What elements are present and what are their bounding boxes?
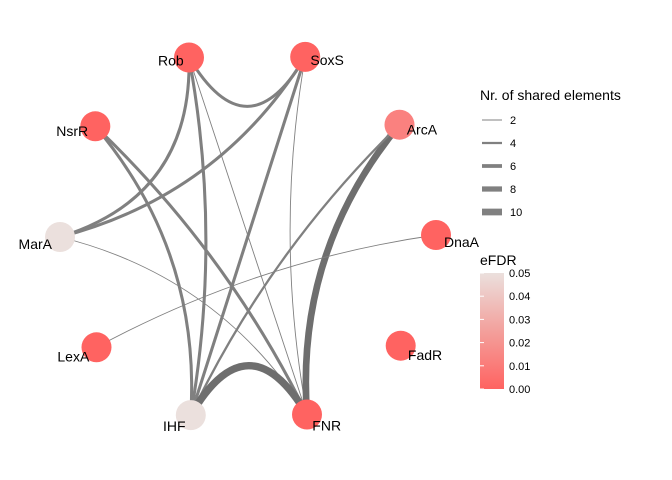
width-legend-label-8: 8 (510, 184, 516, 196)
color-tick-label: 0.03 (509, 314, 530, 326)
edge-arca-ihf (189, 123, 401, 417)
node-label-ihf: IHF (163, 418, 186, 434)
width-legend-title: Nr. of shared elements (480, 87, 621, 103)
node-fnr (292, 399, 322, 430)
node-label-soxs: SoxS (310, 52, 343, 68)
node-lexa (81, 332, 112, 363)
node-label-dnaa: DnaA (444, 234, 480, 250)
width-legend-label-10: 10 (510, 207, 522, 219)
edge-arca-fnr (302, 121, 403, 418)
node-label-arca: ArcA (407, 121, 438, 137)
node-label-nsrr: NsrR (56, 123, 88, 139)
edge-fnr-ihf (187, 361, 311, 419)
color-tick-label: 0.00 (509, 384, 530, 396)
color-tick-label: 0.04 (509, 291, 530, 303)
color-legend-title: eFDR (480, 252, 517, 268)
width-legend-items: 2 4 6 8 10 (482, 115, 522, 219)
width-legend-label-6: 6 (510, 161, 516, 173)
edge-nsrr-fnr (93, 124, 309, 417)
nodes-layer (45, 41, 451, 431)
node-label-fadr: FadR (408, 347, 442, 363)
node-nsrr (80, 111, 111, 142)
node-soxs (290, 41, 321, 72)
edge-soxs-fnr (289, 56, 308, 415)
node-label-rob: Rob (158, 53, 184, 69)
edge-mara-fnr (59, 236, 308, 415)
node-label-lexa: LexA (57, 349, 90, 365)
edges-layer (58, 55, 437, 419)
node-dnaa (421, 220, 451, 250)
node-label-mara: MarA (19, 236, 53, 252)
efdr-colorbar (480, 273, 504, 389)
width-legend-label-2: 2 (510, 115, 516, 127)
edge-rob-fnr (188, 57, 308, 415)
node-arca (384, 109, 415, 140)
node-ihf (175, 400, 206, 431)
color-legend-ticks: 0.05 0.04 0.03 0.02 0.01 0.00 (480, 268, 530, 396)
node-label-fnr: FNR (312, 417, 341, 433)
node-mara (45, 222, 75, 252)
color-tick-label: 0.02 (509, 338, 530, 350)
edge-dnaa-lexa (96, 234, 437, 348)
edge-soxs-mara (58, 55, 307, 239)
node-fadr (385, 330, 416, 361)
color-tick-label: 0.01 (509, 361, 530, 373)
edge-rob-mara (58, 55, 191, 239)
edge-nsrr-ihf (93, 124, 194, 417)
node-rob (174, 42, 204, 73)
labels-layer: SoxS ArcA DnaA FadR FNR IHF LexA MarA NsrR Rob (19, 52, 480, 434)
edge-rob-ihf (187, 55, 208, 417)
width-legend-label-4: 4 (510, 138, 516, 150)
color-tick-label: 0.05 (509, 268, 530, 280)
